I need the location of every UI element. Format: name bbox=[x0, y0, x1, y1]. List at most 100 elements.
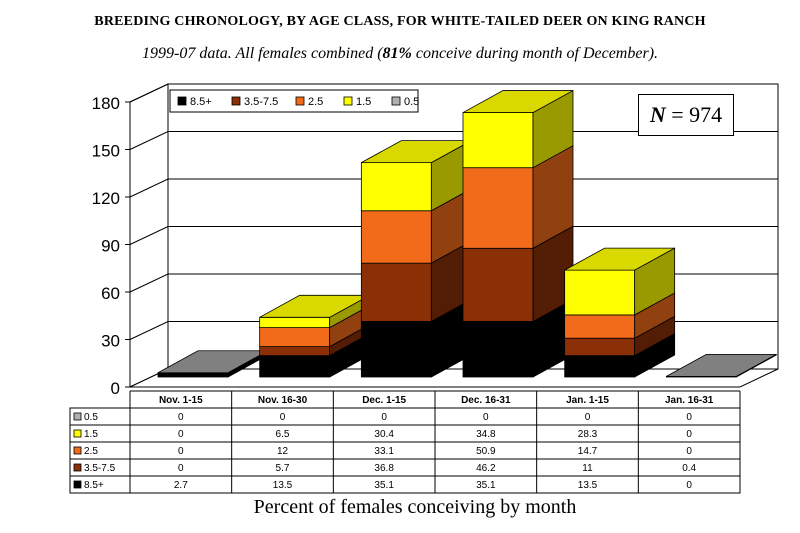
table-row-label-2-5: 2.5 bbox=[84, 446, 98, 457]
legend-label-3-5-7-5: 3.5-7.5 bbox=[244, 96, 278, 108]
sample-size-symbol: N bbox=[649, 102, 666, 127]
table-cell-0-5-nov-1-15: 0 bbox=[178, 412, 184, 423]
bar-stack-dec-16-31 bbox=[462, 89, 574, 378]
table-swatch-3-5-7-5 bbox=[73, 463, 82, 472]
table-cell-8-5-nov-16-30: 13.5 bbox=[273, 480, 293, 491]
table-cell-8-5-dec-16-31: 35.1 bbox=[476, 480, 496, 491]
table-row-label-1-5: 1.5 bbox=[84, 429, 98, 440]
bar-dec-1-15-2-5-front bbox=[360, 210, 432, 264]
table-cell-0-5-jan-16-31: 0 bbox=[686, 412, 692, 423]
y-tick-label-120: 120 bbox=[92, 189, 120, 208]
table-cell-3-5-7-5-jan-1-15: 11 bbox=[582, 463, 593, 474]
legend-swatch-0-5 bbox=[391, 96, 401, 106]
bar-stack-jan-1-15 bbox=[564, 247, 676, 378]
y-tick-label-0: 0 bbox=[111, 379, 120, 398]
y-tick-label-60: 60 bbox=[101, 284, 120, 303]
table-cell-2-5-jan-1-15: 14.7 bbox=[578, 446, 598, 457]
table-cell-2-5-nov-16-30: 12 bbox=[277, 446, 289, 457]
table-cell-3-5-7-5-jan-16-31: 0.4 bbox=[682, 463, 696, 474]
table-cell-2-5-dec-1-15: 33.1 bbox=[374, 446, 394, 457]
subtitle-text-end: conceive during month of December). bbox=[411, 45, 659, 62]
table-cell-2-5-jan-16-31: 0 bbox=[686, 446, 692, 457]
legend-swatch-2-5 bbox=[295, 96, 305, 106]
table-cell-1-5-nov-1-15: 0 bbox=[178, 429, 184, 440]
table-cell-0-5-nov-16-30: 0 bbox=[280, 412, 286, 423]
gridline-180 bbox=[129, 83, 778, 103]
bar-nov-16-30-1-5-front bbox=[259, 316, 331, 328]
table-cell-1-5-nov-16-30: 6.5 bbox=[276, 429, 290, 440]
table-row-label-8-5: 8.5+ bbox=[84, 480, 104, 491]
bar-jan-1-15-8-5-front bbox=[564, 355, 636, 378]
sample-size-value: 974 bbox=[689, 102, 723, 127]
table-swatch-1-5 bbox=[73, 429, 82, 438]
table-cell-1-5-jan-1-15: 28.3 bbox=[578, 429, 598, 440]
x-tick-label-dec-1-15: Dec. 1-15 bbox=[362, 395, 406, 406]
chart-title: BREEDING CHRONOLOGY, BY AGE CLASS, FOR W… bbox=[94, 14, 706, 29]
x-tick-label-nov-16-30: Nov. 16-30 bbox=[258, 395, 308, 406]
table-cell-8-5-nov-1-15: 2.7 bbox=[174, 480, 188, 491]
bar-stack-jan-16-31 bbox=[665, 353, 777, 378]
table-row-label-3-5-7-5: 3.5-7.5 bbox=[84, 463, 116, 474]
bar-nov-16-30-2-5-front bbox=[259, 327, 331, 348]
bar-dec-16-31-2-5-front bbox=[462, 167, 534, 249]
legend bbox=[169, 89, 419, 113]
bar-jan-1-15-3-5-7-5-front bbox=[564, 337, 636, 357]
table-row-label-0-5: 0.5 bbox=[84, 412, 98, 423]
table-swatch-0-5 bbox=[73, 412, 82, 421]
legend-label-8-5: 8.5+ bbox=[190, 96, 212, 108]
table-cell-8-5-jan-1-15: 13.5 bbox=[578, 480, 598, 491]
gridline-90 bbox=[129, 226, 778, 245]
table-cell-3-5-7-5-nov-1-15: 0 bbox=[178, 463, 184, 474]
table-cell-0-5-dec-1-15: 0 bbox=[381, 412, 387, 423]
table-cell-0-5-dec-16-31: 0 bbox=[483, 412, 489, 423]
table-swatch-8-5 bbox=[73, 480, 82, 489]
sample-size-equals: = bbox=[665, 102, 690, 127]
table-cell-2-5-nov-1-15: 0 bbox=[178, 446, 184, 457]
table-cell-1-5-jan-16-31: 0 bbox=[686, 429, 692, 440]
subtitle-text-start: 1999-07 data. All females combined ( bbox=[141, 45, 383, 62]
bar-nov-1-15-8-5-front bbox=[157, 372, 229, 378]
sample-size-box: N = 974 bbox=[638, 94, 734, 136]
bar-dec-1-15-8-5-front bbox=[360, 321, 432, 378]
bar-dec-16-31-8-5-front bbox=[462, 321, 534, 378]
bar-stack-nov-16-30 bbox=[259, 294, 371, 378]
table-cell-3-5-7-5-dec-1-15: 36.8 bbox=[374, 463, 394, 474]
bar-nov-16-30-8-5-front bbox=[259, 355, 331, 378]
table-cell-8-5-dec-1-15: 35.1 bbox=[374, 480, 394, 491]
x-axis-label: Percent of females conceiving by month bbox=[253, 496, 577, 518]
table-swatch-2-5 bbox=[73, 446, 82, 455]
y-tick-label-90: 90 bbox=[101, 237, 120, 256]
bar-stack-dec-1-15 bbox=[360, 139, 472, 378]
table-cell-3-5-7-5-dec-16-31: 46.2 bbox=[476, 463, 496, 474]
y-tick-label-150: 150 bbox=[92, 142, 120, 161]
gridline-120 bbox=[129, 178, 778, 198]
x-tick-label-jan-16-31: Jan. 16-31 bbox=[665, 395, 714, 406]
legend-label-2-5: 2.5 bbox=[308, 96, 323, 108]
table-cell-1-5-dec-1-15: 30.4 bbox=[374, 429, 394, 440]
subtitle-percentage: 81% bbox=[382, 45, 412, 62]
bar-dec-16-31-3-5-7-5-front bbox=[462, 247, 534, 322]
bar-jan-1-15-1-5-front bbox=[564, 269, 636, 316]
bar-top-jan-1-15 bbox=[564, 247, 675, 271]
table-cell-8-5-jan-16-31: 0 bbox=[686, 480, 692, 491]
bar-nov-16-30-3-5-7-5-front bbox=[259, 346, 331, 357]
y-tick-label-180: 180 bbox=[92, 94, 120, 113]
bar-top-dec-16-31 bbox=[462, 90, 574, 113]
legend-swatch-1-5 bbox=[343, 96, 353, 106]
table-cell-1-5-dec-16-31: 34.8 bbox=[476, 429, 496, 440]
x-tick-label-dec-16-31: Dec. 16-31 bbox=[461, 395, 511, 406]
bar-top-jan-16-31 bbox=[666, 353, 777, 377]
bar-dec-16-31-1-5-front bbox=[462, 112, 534, 169]
table-cell-0-5-jan-1-15: 0 bbox=[585, 412, 591, 423]
legend-label-1-5: 1.5 bbox=[356, 96, 371, 108]
data-table bbox=[69, 407, 741, 494]
y-tick-label-30: 30 bbox=[101, 332, 120, 351]
x-tick-label-jan-1-15: Jan. 1-15 bbox=[566, 395, 609, 406]
legend-swatch-8-5 bbox=[177, 96, 187, 106]
table-cell-3-5-7-5-nov-16-30: 5.7 bbox=[276, 463, 290, 474]
legend-label-0-5: 0.5 bbox=[404, 96, 419, 108]
bar-jan-1-15-2-5-front bbox=[564, 314, 636, 339]
table-cell-2-5-dec-16-31: 50.9 bbox=[476, 446, 496, 457]
bar-dec-1-15-3-5-7-5-front bbox=[360, 262, 432, 322]
